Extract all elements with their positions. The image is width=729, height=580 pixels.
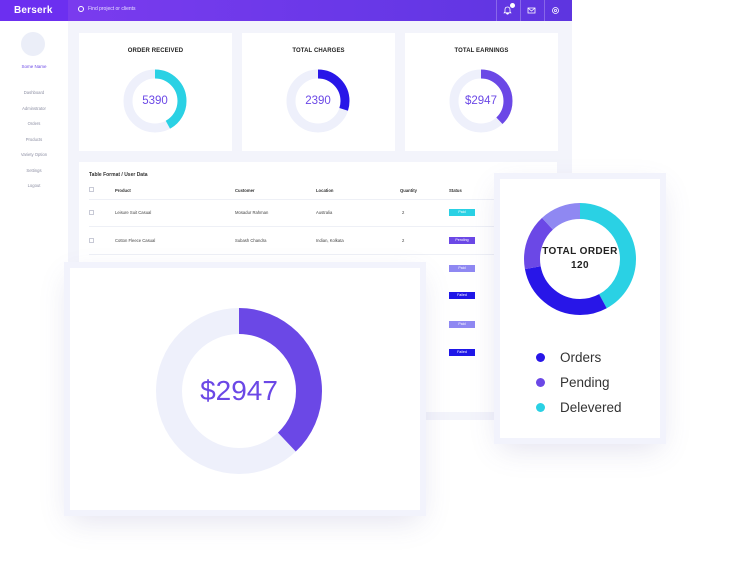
stat-card-total-earnings: TOTAL EARNINGS $2947 <box>405 33 558 151</box>
sidebar-item-dashboard[interactable]: Dashboard <box>23 90 45 95</box>
donut-arc <box>156 308 322 474</box>
column-header-product[interactable]: Product <box>115 188 131 193</box>
stat-value: 2390 <box>305 95 331 107</box>
table-title: Table Format / User Data <box>89 172 148 178</box>
user-name[interactable]: Some Name <box>21 64 47 69</box>
sidebar-item-settings[interactable]: Settings <box>26 167 42 173</box>
search-icon <box>78 6 84 12</box>
total-order-count: 120 <box>571 260 589 271</box>
legend-dot-icon <box>536 378 545 387</box>
stat-title: TOTAL CHARGES <box>292 48 345 54</box>
donut-arc <box>286 69 350 133</box>
earnings-value: $2947 <box>200 375 278 406</box>
cell-product: Cotton Fleece Casual <box>115 238 156 243</box>
column-header-status[interactable]: Status <box>449 188 462 193</box>
sidebar-item-products[interactable]: Products <box>25 136 43 142</box>
row-divider <box>89 226 547 227</box>
column-header-location[interactable]: Location <box>316 188 334 193</box>
cell-customer: Subash Chandra <box>235 238 267 243</box>
row-divider <box>89 254 547 255</box>
stat-card-order-received: ORDER RECEIVED 5390 <box>79 33 232 151</box>
stat-donut <box>449 69 513 133</box>
legend-dot-icon <box>536 403 545 412</box>
stat-value: 5390 <box>142 95 168 107</box>
row-divider <box>89 199 547 200</box>
legend-item-orders[interactable]: Orders <box>536 345 622 370</box>
sidebar-item-adminstrator[interactable]: Adminstrator <box>22 105 46 111</box>
stat-title: TOTAL EARNINGS <box>454 48 509 54</box>
cell-quantity: 2 <box>402 210 405 215</box>
cell-quantity: 2 <box>402 238 405 243</box>
avatar[interactable] <box>21 32 45 56</box>
donut-arc <box>123 69 187 133</box>
sidebar-item-variety-option[interactable]: Variety Option <box>20 152 48 157</box>
total-order-card: TOTAL ORDER 120 Orders Pending Delevered <box>500 179 660 438</box>
earnings-donut-card: $2947 <box>70 268 420 510</box>
cell-location: Indian, Kolkata <box>316 238 344 243</box>
status-badge: Paid <box>449 321 475 328</box>
row-checkbox[interactable] <box>89 210 94 215</box>
sidebar-nav: Dashboard Adminstrator Orders Products V… <box>0 90 68 199</box>
notification-dot <box>510 3 515 8</box>
status-badge: Failed <box>449 349 475 356</box>
cell-customer: Mosadur Rahman <box>235 210 269 215</box>
legend-label: Delevered <box>560 400 622 415</box>
donut-segment-orders <box>524 203 636 315</box>
toolbar-divider <box>496 0 497 21</box>
stat-donut <box>123 69 187 133</box>
chart-legend: Orders Pending Delevered <box>536 345 622 420</box>
donut-arc <box>449 69 513 133</box>
toolbar-divider <box>544 0 545 21</box>
toolbar-divider <box>520 0 521 21</box>
column-header-quantity[interactable]: Quantity <box>400 188 417 193</box>
column-header-customer[interactable]: Customer <box>235 188 255 193</box>
legend-item-delevered[interactable]: Delevered <box>536 395 622 420</box>
donut-segment-pending <box>524 203 636 315</box>
sidebar-item-logout[interactable]: Logout <box>27 183 41 188</box>
stat-card-total-charges: TOTAL CHARGES 2390 <box>242 33 395 151</box>
legend-item-pending[interactable]: Pending <box>536 370 622 395</box>
cell-product: Leisure Suit Casual <box>115 210 152 215</box>
top-bar: Berserk Find project or clients <box>0 0 572 21</box>
status-badge: Failed <box>449 292 475 299</box>
legend-dot-icon <box>536 353 545 362</box>
gear-icon[interactable] <box>550 5 561 16</box>
search-placeholder[interactable]: Find project or clients <box>88 6 136 12</box>
earnings-donut <box>156 308 322 474</box>
mail-icon[interactable] <box>526 5 537 16</box>
search-bar[interactable]: Find project or clients <box>78 6 136 12</box>
sidebar: Some Name Dashboard Adminstrator Orders … <box>0 21 68 420</box>
stat-donut <box>286 69 350 133</box>
sidebar-item-orders[interactable]: Orders <box>27 121 41 126</box>
legend-label: Orders <box>560 350 602 365</box>
row-checkbox[interactable] <box>89 238 94 243</box>
brand-logo[interactable]: Berserk <box>0 0 68 21</box>
donut-segment-light <box>524 203 636 315</box>
status-badge: Paid <box>449 209 475 216</box>
legend-label: Pending <box>560 375 610 390</box>
status-badge: Pending <box>449 237 475 244</box>
total-order-center: TOTAL ORDER 120 <box>520 199 640 319</box>
select-all-checkbox[interactable] <box>89 187 94 192</box>
total-order-donut <box>524 203 636 315</box>
bell-icon[interactable] <box>502 3 515 16</box>
total-order-title: TOTAL ORDER <box>542 246 618 257</box>
stat-value: $2947 <box>465 95 497 107</box>
status-badge: Paid <box>449 265 475 272</box>
cell-location: Australia <box>316 210 333 215</box>
stat-title: ORDER RECEIVED <box>127 48 184 54</box>
